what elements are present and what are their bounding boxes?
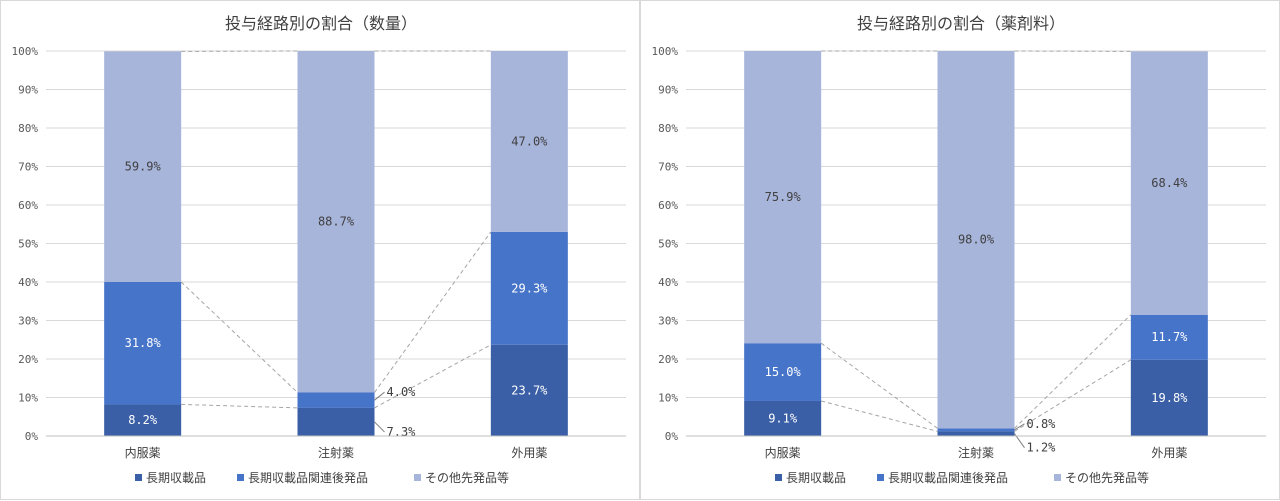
y-tick-label: 20% bbox=[18, 353, 38, 366]
y-tick-label: 10% bbox=[18, 392, 38, 405]
data-label: 11.7% bbox=[1151, 330, 1188, 344]
bar-segment bbox=[938, 431, 1015, 436]
y-tick-label: 90% bbox=[658, 84, 678, 97]
legend-item: 長期収載品 bbox=[775, 471, 846, 485]
legend-label: 長期収載品関連後発品 bbox=[248, 471, 368, 485]
legend-label: その他先発品等 bbox=[1065, 471, 1149, 485]
y-tick-label: 20% bbox=[658, 353, 678, 366]
data-label: 9.1% bbox=[768, 411, 798, 425]
data-label: 68.4% bbox=[1151, 176, 1188, 190]
y-tick-label: 30% bbox=[18, 315, 38, 328]
y-tick-label: 40% bbox=[18, 276, 38, 289]
legend-label: 長期収載品関連後発品 bbox=[888, 471, 1008, 485]
legend-item: 長期収載品関連後発品 bbox=[237, 471, 368, 485]
legend-label: 長期収載品 bbox=[146, 471, 206, 485]
legend-swatch bbox=[237, 474, 244, 481]
data-label: 31.8% bbox=[125, 336, 162, 350]
y-tick-label: 70% bbox=[658, 161, 678, 174]
x-tick-label: 注射薬 bbox=[958, 445, 994, 460]
legend-item: 長期収載品 bbox=[135, 471, 206, 485]
legend-item: その他先発品等 bbox=[414, 471, 509, 485]
bar-segment bbox=[298, 392, 375, 407]
y-tick-label: 0% bbox=[665, 430, 679, 443]
y-tick-label: 100% bbox=[12, 45, 39, 58]
y-tick-label: 40% bbox=[658, 276, 678, 289]
data-label: 98.0% bbox=[958, 233, 995, 247]
data-label: 1.2% bbox=[1027, 441, 1057, 455]
leader-line bbox=[375, 422, 385, 432]
legend-item: その他先発品等 bbox=[1054, 471, 1149, 485]
y-tick-label: 80% bbox=[658, 122, 678, 135]
series-line bbox=[181, 282, 297, 392]
series-line bbox=[181, 404, 297, 407]
y-tick-label: 30% bbox=[658, 315, 678, 328]
data-label: 29.3% bbox=[511, 281, 548, 295]
leader-line bbox=[375, 392, 385, 400]
y-tick-label: 70% bbox=[18, 161, 38, 174]
chart-title: 投与経路別の割合（薬剤料） bbox=[857, 14, 1065, 33]
legend-swatch bbox=[135, 474, 142, 481]
x-tick-label: 注射薬 bbox=[318, 445, 354, 460]
x-tick-label: 内服薬 bbox=[765, 446, 801, 460]
data-label: 19.8% bbox=[1151, 391, 1188, 405]
data-label: 88.7% bbox=[318, 215, 355, 229]
legend-swatch bbox=[775, 474, 782, 481]
series-line bbox=[1015, 315, 1131, 429]
data-label: 23.7% bbox=[511, 383, 548, 397]
data-label: 4.0% bbox=[387, 385, 417, 399]
y-tick-label: 60% bbox=[18, 199, 38, 212]
legend-swatch bbox=[1054, 474, 1061, 481]
y-tick-label: 60% bbox=[658, 199, 678, 212]
y-tick-label: 100% bbox=[652, 45, 679, 58]
bar-segment bbox=[298, 408, 375, 436]
chart-panel-quantity: 投与経路別の割合（数量） 0% 10% 20% 30% 40% 50% 60% 70% 80% 90… bbox=[0, 0, 640, 500]
series-line bbox=[821, 343, 937, 428]
data-label: 8.2% bbox=[128, 413, 158, 427]
data-label: 75.9% bbox=[765, 190, 802, 204]
data-label: 59.9% bbox=[125, 160, 162, 174]
x-tick-label: 外用薬 bbox=[511, 446, 547, 460]
chart-title: 投与経路別の割合（数量） bbox=[225, 14, 417, 33]
legend-swatch bbox=[877, 474, 884, 481]
data-label: 47.0% bbox=[511, 134, 548, 148]
data-label: 15.0% bbox=[765, 365, 802, 379]
data-label: 0.8% bbox=[1027, 417, 1057, 431]
series-line bbox=[375, 232, 491, 393]
bar-segment bbox=[938, 428, 1015, 431]
y-tick-label: 80% bbox=[18, 122, 38, 135]
chart-panel-drug-cost: 投与経路別の割合（薬剤料） 0% 10% 20% 30% 40% 50% 60% 70% 80% 9… bbox=[640, 0, 1280, 500]
legend-label: その他先発品等 bbox=[425, 471, 509, 485]
series-line bbox=[821, 401, 937, 431]
y-tick-label: 50% bbox=[658, 238, 678, 251]
legend-swatch bbox=[414, 474, 421, 481]
y-tick-label: 50% bbox=[18, 238, 38, 251]
chart-drug-cost: 投与経路別の割合（薬剤料） 0% 10% 20% 30% 40% 50% 60% 70% 80% 9… bbox=[641, 1, 1280, 501]
y-tick-label: 10% bbox=[658, 392, 678, 405]
legend-item: 長期収載品関連後発品 bbox=[877, 471, 1008, 485]
chart-quantity: 投与経路別の割合（数量） 0% 10% 20% 30% 40% 50% 60% 70% 80% 90… bbox=[1, 1, 641, 501]
y-tick-label: 90% bbox=[18, 84, 38, 97]
legend-label: 長期収載品 bbox=[786, 471, 846, 485]
x-tick-label: 内服薬 bbox=[125, 446, 161, 460]
x-tick-label: 外用薬 bbox=[1151, 446, 1187, 460]
data-label: 7.3% bbox=[387, 425, 417, 439]
y-tick-label: 0% bbox=[25, 430, 39, 443]
